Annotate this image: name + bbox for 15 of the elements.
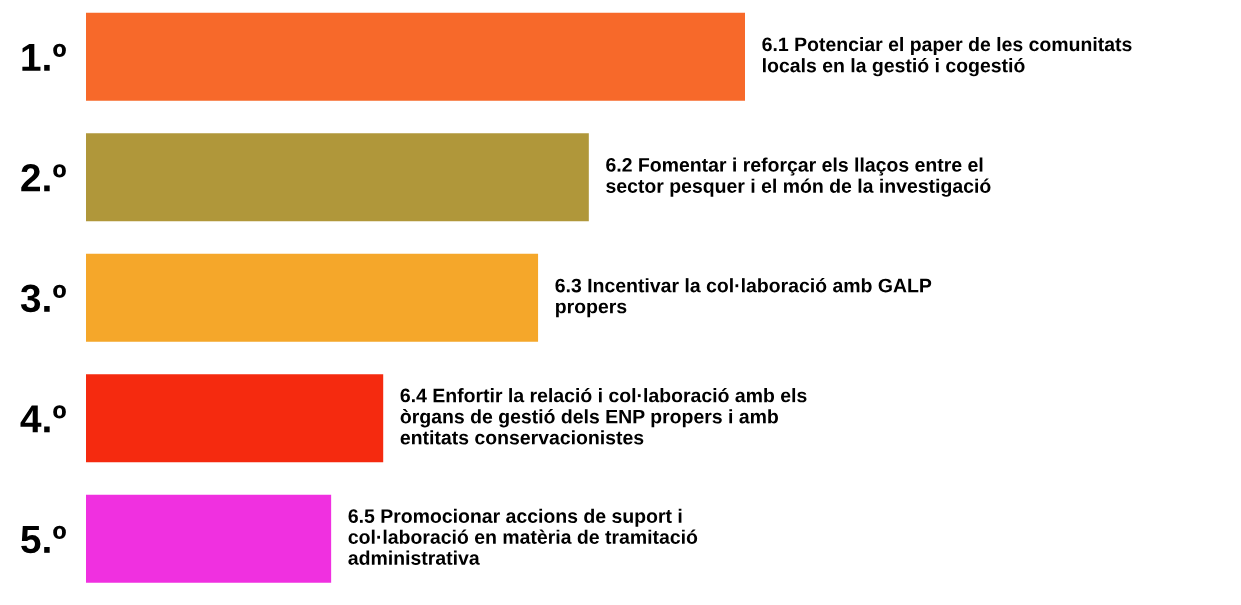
annotation: 6.4 Enfortir la relació i col·laboració amb els òrgans de gestió dels ENP propers i amb entitats conservacionistes (400, 387, 807, 445)
bar (86, 253, 539, 342)
y-tick-label: 4.º (20, 405, 66, 433)
annotation: 6.2 Fomentar i reforçar els llaços entre el sector pesquer i el món de la investigació (606, 157, 991, 197)
annotation: 6.3 Incentivar la col·laboració amb GALP propers (555, 277, 932, 318)
bar (86, 494, 332, 583)
annotation: 6.1 Potenciar el paper de les comunitats locals en la gestió i cogestió (762, 36, 1132, 77)
bar (86, 374, 384, 463)
annotation: 6.5 Promocionar accions de suport i col·laboració en matèria de tramitació administrativa (348, 508, 698, 565)
y-tick-label: 5.º (21, 525, 66, 554)
y-tick-label: 3.º (20, 284, 66, 313)
bar (86, 133, 589, 222)
y-tick-label: 2.º (21, 164, 66, 192)
y-tick-label: 1.º (22, 43, 66, 71)
bar (86, 12, 745, 101)
